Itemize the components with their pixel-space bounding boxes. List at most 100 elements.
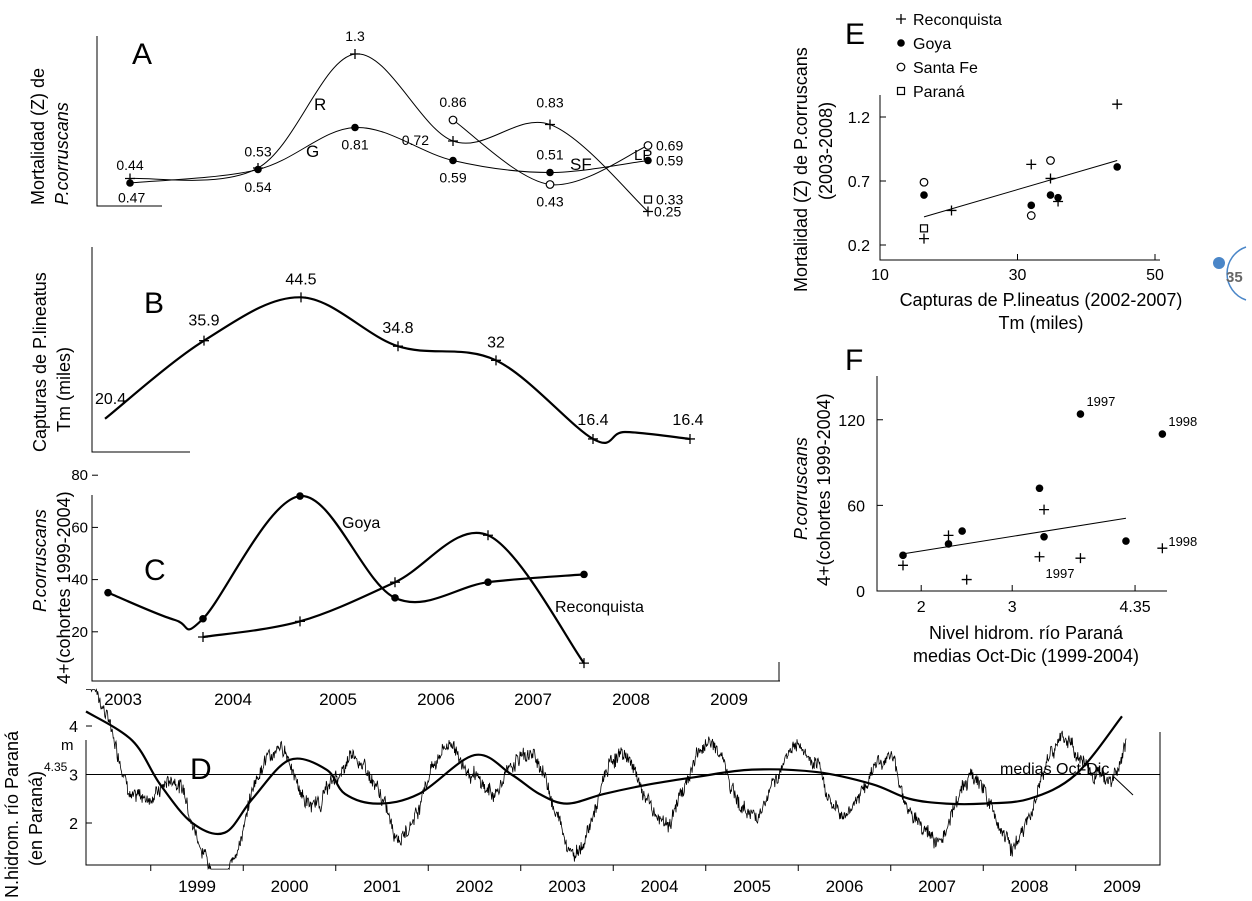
- ytick-label: 2: [69, 816, 78, 833]
- panel-f-letter: F: [845, 344, 863, 377]
- data-label-catch: 32: [487, 334, 505, 351]
- xtick-label: 4.35: [1119, 599, 1150, 616]
- badge-arc: [1226, 246, 1247, 301]
- panel-e-xlabel-line1: Capturas de P.lineatus (2002-2007): [900, 290, 1183, 310]
- point-reconquista: [919, 233, 929, 244]
- panel-d-unit: m: [61, 737, 74, 754]
- panel-e: E Mortalidad (Z) de P.corruscans (2003-2…: [791, 12, 1182, 333]
- marker-goya: [296, 492, 304, 500]
- marker-catch: [588, 433, 598, 444]
- series-label-reconquista: Reconquista: [555, 599, 644, 616]
- marker-catch: [491, 355, 501, 366]
- panel-f-axes: [876, 376, 1167, 592]
- data-label-r: 0.47: [118, 190, 145, 206]
- point-reconquista: [1157, 543, 1168, 554]
- data-label-r: 0.72: [402, 132, 429, 148]
- xtick-label: 2009: [1103, 877, 1141, 896]
- data-label-catch: 44.5: [285, 271, 316, 288]
- marker-reconquista: [483, 530, 493, 541]
- xtick-label: 2005: [319, 690, 357, 709]
- xtick-label: 2008: [612, 690, 650, 709]
- panel-c-ylabel-line1: P.corruscans: [30, 509, 50, 612]
- point-goya: [944, 540, 953, 548]
- marker-goya: [580, 570, 588, 579]
- panel-b: B Capturas de P.lineatus Tm (miles) 20.4…: [30, 247, 704, 453]
- point-reconquista: [961, 574, 972, 585]
- point-reconquista: [1039, 504, 1050, 515]
- data-label-sf: 0.86: [439, 94, 466, 110]
- xtick-label: 2005: [733, 877, 771, 896]
- point-reconquista: [946, 205, 957, 216]
- xtick-label: 50: [1146, 267, 1164, 284]
- data-label-lp: 0.33: [656, 192, 683, 208]
- panel-f-ylabel-line2: 4+(cohortes 1999-2004): [814, 393, 834, 586]
- point-goya: [1122, 537, 1130, 545]
- marker-sf: [545, 180, 555, 189]
- data-label-g: 0.59: [656, 153, 683, 169]
- panel-c: C P.corruscans 4+(cohortes 1999-2004) 20…: [30, 467, 780, 709]
- point-year-label: 1998: [1168, 534, 1197, 549]
- marker-g: [644, 156, 652, 165]
- xtick-label: 3: [1008, 599, 1017, 616]
- page-number-badge: 35: [1213, 246, 1247, 301]
- point-santa-fe: [919, 177, 929, 187]
- data-label-catch: 35.9: [188, 313, 219, 330]
- ytick-label: 60: [847, 498, 865, 515]
- panel-a-axes: [96, 36, 162, 207]
- point-goya: [1046, 191, 1055, 199]
- data-label-sf: 0.43: [536, 194, 563, 210]
- panel-e-axes: [879, 95, 1160, 261]
- data-label-r: 1.3: [345, 28, 365, 44]
- series-label-r: R: [314, 95, 326, 114]
- xtick-label: 2003: [548, 877, 586, 896]
- xtick-label: 2007: [918, 877, 956, 896]
- legend-label: Santa Fe: [913, 60, 978, 77]
- point-reconquista: [1045, 173, 1056, 184]
- ytick-label: 120: [838, 413, 865, 430]
- trend-line: [923, 160, 1118, 218]
- panel-f: F P.corruscans 4+(cohortes 1999-2004) 2 3…: [791, 344, 1197, 666]
- panel-a-ylabel-line1: Mortalidad (Z) de: [28, 68, 48, 205]
- annotation-pointer: [1113, 776, 1134, 796]
- series-label-goya: Goya: [342, 515, 380, 532]
- panel-d: D N.hidrom. río Paraná (en Paraná) m 4.3…: [2, 688, 1161, 898]
- panel-e-ylabel-line2: (2003-2008): [816, 102, 836, 200]
- marker-reconquista: [198, 632, 208, 643]
- panel-f-ylabel-line1: P.corruscans: [791, 437, 811, 540]
- marker-r: [545, 119, 555, 130]
- panel-a-ylabel-line2: P.corruscans: [52, 102, 72, 205]
- xtick-label: 2001: [363, 877, 401, 896]
- panel-c-letter: C: [144, 554, 166, 587]
- point-goya: [958, 527, 966, 535]
- legend-marker: [896, 62, 906, 72]
- panel-d-ylabel-line1: N.hidrom. río Paraná: [2, 730, 22, 898]
- ytick-label: 20: [71, 624, 88, 641]
- xtick-label: 10: [871, 267, 889, 284]
- xtick-label: 2006: [417, 690, 455, 709]
- data-label-r: 0.25: [654, 204, 681, 220]
- panel-c-axes: [91, 495, 780, 682]
- point-year-label: 1998: [1168, 414, 1197, 429]
- data-label-g: 0.81: [341, 137, 368, 153]
- ytick-label: 0.2: [848, 238, 870, 255]
- badge-dot: [1213, 257, 1225, 269]
- point-year-label: 1997: [1086, 394, 1115, 409]
- marker-g: [351, 123, 359, 132]
- annotation-medias: medias Oct-Dic: [1000, 761, 1109, 778]
- legend-marker: [896, 14, 906, 24]
- point-reconquista: [1075, 553, 1086, 564]
- marker-catch: [199, 335, 209, 346]
- point-reconquista: [943, 530, 954, 541]
- series-label-lp: LP: [634, 147, 652, 164]
- panel-a: A Mortalidad (Z) de P.corruscans 0.47 0.5…: [28, 28, 683, 220]
- point-goya: [1054, 193, 1062, 202]
- panel-b-ylabel-line2: Tm (miles): [54, 347, 74, 432]
- xtick-label: 2: [917, 599, 926, 616]
- marker-lp: [643, 195, 653, 204]
- point-goya: [1076, 410, 1085, 418]
- marker-catch: [685, 433, 695, 444]
- point-paran-: [919, 224, 929, 233]
- xtick-label: 2003: [104, 690, 142, 709]
- legend-label: Paraná: [913, 84, 965, 101]
- marker-reconquista: [390, 577, 400, 588]
